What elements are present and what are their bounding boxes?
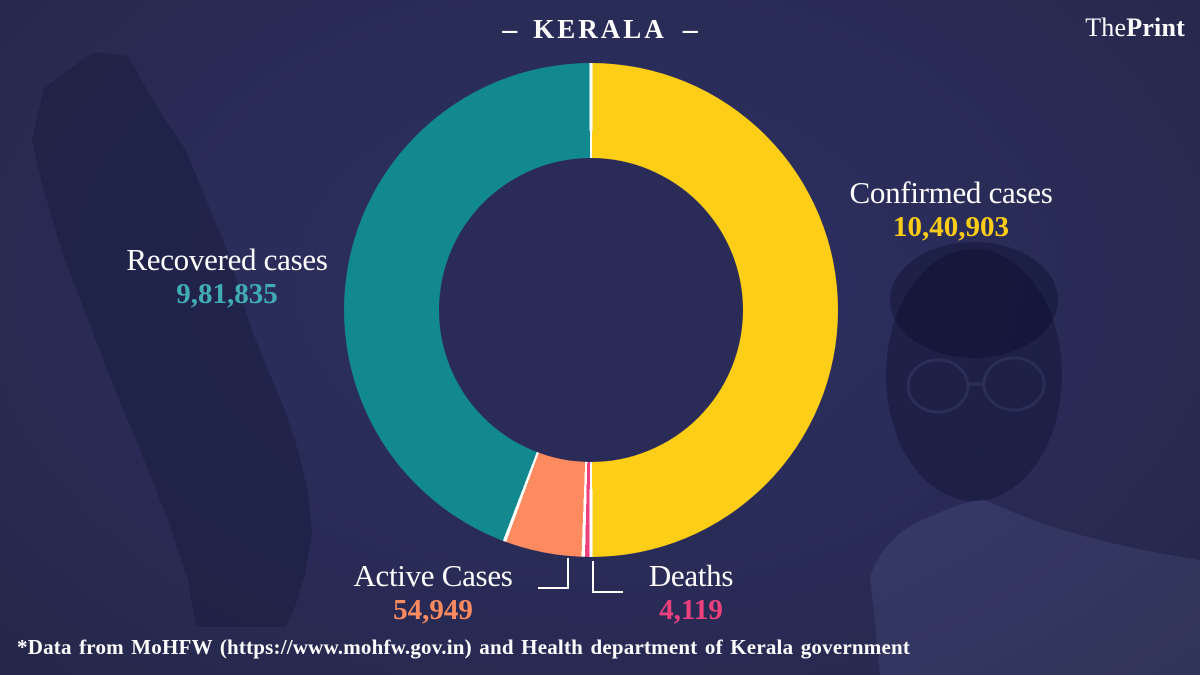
recovered-cases-value: 9,81,835	[176, 278, 278, 310]
leader-lines	[538, 558, 623, 593]
active-cases-leader-line	[538, 558, 569, 589]
deaths-label: Deaths	[648, 558, 734, 593]
title-right-dash: –	[682, 12, 698, 46]
pie-chart	[344, 63, 838, 557]
deaths-value: 4,119	[659, 594, 723, 626]
title-left-dash: –	[502, 12, 518, 46]
confirmed-cases-value: 10,40,903	[893, 211, 1009, 243]
person-photo-silhouette	[870, 242, 1200, 675]
person-shirt	[870, 499, 1200, 675]
active-cases-label: Active Cases	[353, 558, 513, 593]
deaths-leader-line	[592, 561, 623, 593]
deaths-callout: Deaths 4,119	[551, 559, 831, 627]
active-cases-value: 54,949	[393, 594, 473, 626]
kerala-map-silhouette	[32, 52, 312, 627]
title-text: KERALA	[533, 14, 667, 44]
recovered-cases-label: Recovered cases	[126, 242, 328, 277]
recovered-cases-callout: Recovered cases 9,81,835	[62, 243, 392, 311]
data-source-note: *Data from MoHFW (https://www.mohfw.gov.…	[17, 635, 911, 659]
person-hair	[890, 242, 1058, 358]
pie-chart-hole	[439, 158, 743, 462]
theprint-logo-print: Print	[1126, 13, 1185, 42]
person-glasses	[906, 356, 1046, 414]
confirmed-cases-callout: Confirmed cases 10,40,903	[786, 176, 1116, 244]
theprint-logo-the: The	[1085, 13, 1127, 42]
page-title: – KERALA –	[0, 14, 1200, 45]
confirmed-cases-label: Confirmed cases	[849, 175, 1053, 210]
theprint-logo: ThePrint	[1085, 13, 1185, 43]
active-cases-callout: Active Cases 54,949	[293, 559, 573, 627]
person-head	[886, 249, 1062, 501]
